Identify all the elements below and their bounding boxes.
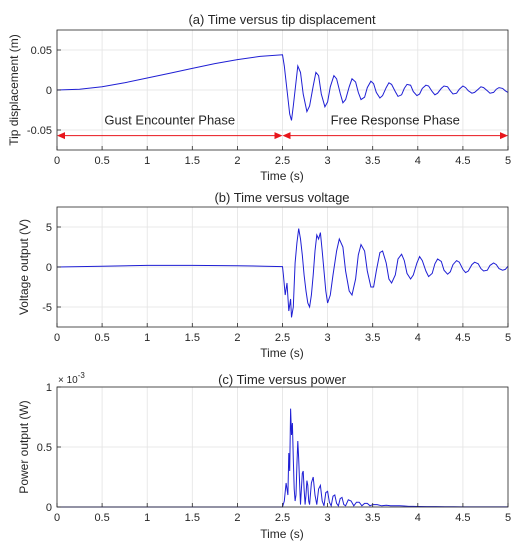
x-tick-label: 4.5: [455, 512, 470, 524]
x-tick-label: 2.5: [275, 512, 290, 524]
phase-label: Gust Encounter Phase: [104, 112, 235, 127]
panel-tip-displacement: (a) Time versus tip displacement Gust En…: [7, 12, 511, 183]
x-tick-label: 4: [415, 512, 421, 524]
y-tick-label: 5: [46, 222, 52, 234]
x-tick-label: 3.5: [365, 155, 380, 167]
x-tick-label: 5: [505, 155, 511, 167]
tick-labels: 0 0.5 1 1.5 2 2.5 3 3.5 4 4.5 5 0 0.5 1: [37, 382, 511, 524]
x-axis-label: Time (s): [260, 346, 304, 360]
data-line: [57, 408, 508, 508]
arrowhead-right-icon: [274, 132, 283, 140]
x-tick-label: 2: [234, 155, 240, 167]
y-tick-label: 0: [46, 502, 52, 514]
y-exponent: × 10-3: [58, 371, 85, 386]
panel-power: (c) Time versus power 0 0.5 1 1.5 2 2.5 3 3.5 4 4…: [17, 371, 511, 541]
x-tick-label: 0: [54, 512, 60, 524]
y-axis-label: Power output (W): [17, 400, 31, 493]
tick-labels: 0 0.5 1 1.5 2 2.5 3 3.5 4 4.5 5 -0.05 0 0.05: [27, 45, 511, 167]
x-tick-label: 5: [505, 332, 511, 344]
x-tick-label: 4: [415, 155, 421, 167]
x-tick-label: 2.5: [275, 332, 290, 344]
tick-labels: 0 0.5 1 1.5 2 2.5 3 3.5 4 4.5 5 -5 0 5: [42, 222, 511, 344]
y-tick-label: 0.5: [37, 442, 52, 454]
x-axis-label: Time (s): [260, 527, 304, 541]
x-tick-label: 0: [54, 332, 60, 344]
panel-title: (b) Time versus voltage: [214, 190, 349, 205]
arrowhead-left-icon: [57, 132, 65, 140]
y-tick-label: -5: [42, 302, 52, 314]
phase-label: Free Response Phase: [331, 112, 460, 127]
x-tick-label: 1: [144, 332, 150, 344]
x-tick-label: 4.5: [455, 332, 470, 344]
exponent-power: -3: [78, 371, 86, 380]
y-tick-label: -0.05: [27, 125, 52, 137]
x-tick-label: 3: [325, 155, 331, 167]
y-axis-label: Voltage output (V): [17, 219, 31, 315]
x-tick-label: 0.5: [94, 512, 109, 524]
panel-title: (c) Time versus power: [218, 372, 347, 387]
arrowhead-left-icon: [282, 132, 291, 140]
x-tick-label: 1.5: [185, 155, 200, 167]
x-tick-label: 3.5: [365, 512, 380, 524]
x-tick-label: 1: [144, 512, 150, 524]
x-tick-label: 3.5: [365, 332, 380, 344]
x-tick-label: 5: [505, 512, 511, 524]
y-tick-label: 1: [46, 382, 52, 394]
x-tick-label: 3: [325, 332, 331, 344]
data-line: [56, 54, 509, 121]
x-axis-label: Time (s): [260, 169, 304, 183]
x-tick-label: 0: [54, 155, 60, 167]
arrowhead-right-icon: [500, 132, 508, 140]
panel-title: (a) Time versus tip displacement: [188, 12, 376, 27]
x-tick-label: 2: [234, 332, 240, 344]
x-tick-label: 2.5: [275, 155, 290, 167]
x-tick-label: 3: [325, 512, 331, 524]
exponent-base: × 10: [58, 375, 78, 386]
x-tick-label: 2: [234, 512, 240, 524]
annotations: Gust Encounter Phase Free Response Phase: [57, 112, 508, 140]
x-tick-label: 1.5: [185, 512, 200, 524]
x-tick-label: 4.5: [455, 155, 470, 167]
data-line: [56, 228, 509, 318]
x-tick-label: 0.5: [94, 155, 109, 167]
x-tick-label: 1: [144, 155, 150, 167]
y-tick-label: 0.05: [31, 45, 52, 57]
y-tick-label: 0: [46, 85, 52, 97]
x-tick-label: 4: [415, 332, 421, 344]
x-tick-label: 0.5: [94, 332, 109, 344]
y-axis-label: Tip displacement (m): [7, 34, 21, 146]
y-tick-label: 0: [46, 262, 52, 274]
panel-voltage: (b) Time versus voltage 0 0.5 1 1.5 2 2.5 3 3.5…: [17, 190, 511, 360]
x-tick-label: 1.5: [185, 332, 200, 344]
